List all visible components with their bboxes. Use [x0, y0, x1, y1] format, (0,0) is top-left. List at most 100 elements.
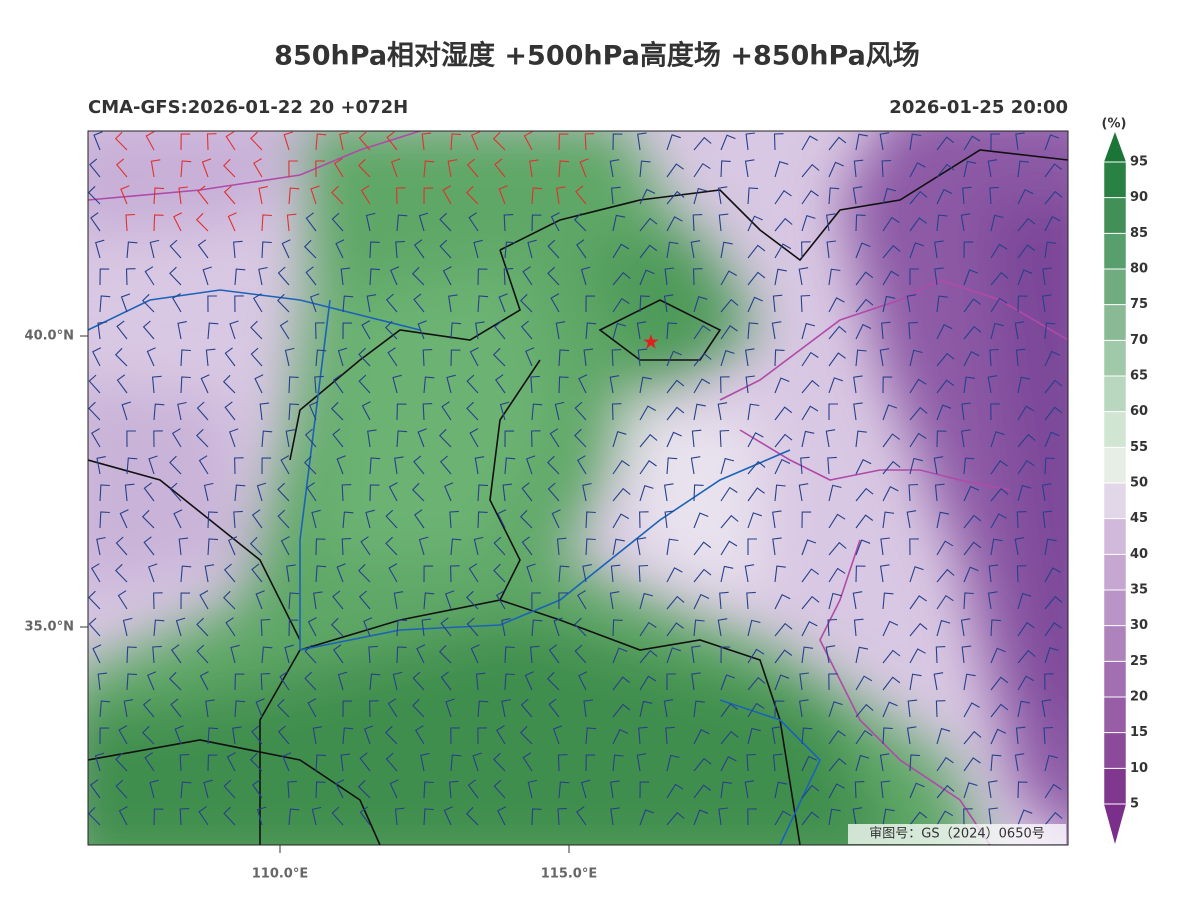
- wind-barb: [126, 430, 136, 448]
- wind-barb: [987, 375, 998, 394]
- wind-barb: [469, 347, 479, 367]
- wind-barb: [330, 401, 344, 421]
- wind-barb: [1044, 622, 1062, 637]
- wind-barb: [936, 379, 955, 394]
- wind-barb: [336, 455, 346, 475]
- wind-barb: [936, 784, 955, 799]
- wind-barb: [175, 617, 186, 637]
- wind-barb: [531, 430, 541, 448]
- wind-barb: [963, 351, 980, 367]
- wind-barb: [1041, 294, 1052, 313]
- wind-barb: [496, 725, 506, 745]
- wind-barb: [990, 133, 1000, 150]
- wind-barb: [363, 725, 374, 745]
- wind-barb: [493, 752, 506, 772]
- wind-barb: [234, 673, 245, 691]
- wind-barb: [774, 433, 793, 448]
- wind-barb: [747, 538, 757, 555]
- wind-barb: [582, 482, 592, 502]
- wind-barb: [198, 806, 209, 826]
- wind-barb: [260, 673, 271, 691]
- wind-barb: [720, 514, 739, 529]
- wind-barb: [853, 159, 864, 178]
- wind-barb: [531, 214, 542, 232]
- wind-barb: [691, 672, 701, 691]
- wind-barb: [142, 320, 155, 340]
- wind-barb: [423, 808, 434, 826]
- wind-barb: [173, 212, 183, 232]
- wind-barb: [828, 757, 847, 772]
- wind-barb: [549, 428, 560, 448]
- wind-barb: [585, 754, 596, 772]
- wind-barb: [358, 131, 371, 151]
- wind-barb: [558, 565, 570, 583]
- wind-barb: [358, 590, 371, 610]
- wind-barb: [908, 321, 918, 340]
- wind-barb: [306, 482, 317, 502]
- colorbar-extend-top: [1104, 132, 1126, 162]
- wind-barb: [423, 781, 434, 799]
- wind-barb: [548, 644, 560, 664]
- wind-barb: [313, 591, 323, 610]
- wind-barb: [97, 321, 107, 340]
- wind-barb: [153, 187, 165, 205]
- wind-barb: [988, 807, 998, 826]
- wind-barb: [882, 808, 895, 826]
- wind-barb: [692, 214, 703, 232]
- wind-barb: [720, 646, 731, 664]
- wind-barb: [90, 212, 101, 232]
- wind-barb: [331, 806, 344, 826]
- wind-barb: [88, 374, 101, 394]
- wind-barb: [1044, 647, 1059, 664]
- wind-barb: [1017, 459, 1035, 475]
- wind-barb: [288, 160, 298, 178]
- wind-barb: [828, 673, 838, 691]
- wind-barb: [369, 700, 379, 718]
- wind-barb: [503, 268, 514, 286]
- wind-barb: [466, 185, 479, 205]
- wind-barb: [311, 509, 321, 529]
- wind-barb: [233, 510, 243, 529]
- wind-barb: [612, 271, 631, 286]
- wind-barb: [693, 352, 712, 367]
- wind-barb: [152, 375, 162, 394]
- wind-barb: [987, 591, 998, 610]
- wind-barb: [936, 188, 953, 205]
- wind-barb: [441, 401, 452, 421]
- wind-barb: [288, 808, 300, 826]
- wind-barb: [148, 455, 158, 475]
- wind-barb: [666, 567, 683, 583]
- wind-barb: [801, 621, 818, 637]
- wind-barb: [203, 482, 214, 502]
- colorbar-label: 40: [1130, 547, 1148, 562]
- valid-time: 2026-01-25 20:00: [889, 97, 1068, 118]
- wind-barb: [990, 403, 1000, 421]
- wind-barb: [774, 565, 786, 583]
- wind-barb: [180, 133, 191, 151]
- wind-barb: [639, 485, 654, 502]
- wind-barb: [637, 132, 647, 151]
- wind-barb: [88, 590, 101, 610]
- wind-barb: [881, 321, 891, 340]
- wind-barb: [774, 593, 791, 610]
- wind-barb: [935, 646, 946, 664]
- colorbar-label: 75: [1130, 297, 1148, 312]
- wind-barb: [719, 591, 729, 610]
- wind-barb: [1014, 321, 1025, 340]
- wind-barb: [580, 779, 591, 799]
- wind-barb: [340, 267, 351, 286]
- wind-barb: [637, 348, 648, 367]
- wind-barb: [287, 780, 297, 799]
- wind-barb: [801, 595, 820, 610]
- wind-barb: [531, 187, 543, 205]
- wind-barb: [115, 563, 128, 583]
- wind-barb: [879, 132, 890, 151]
- wind-barb: [747, 487, 765, 502]
- wind-barb: [417, 428, 427, 448]
- wind-barb: [142, 725, 155, 745]
- wind-barb: [852, 591, 863, 610]
- wind-barb: [99, 700, 111, 718]
- colorbar-label: 15: [1130, 725, 1148, 740]
- wind-barb: [909, 268, 919, 285]
